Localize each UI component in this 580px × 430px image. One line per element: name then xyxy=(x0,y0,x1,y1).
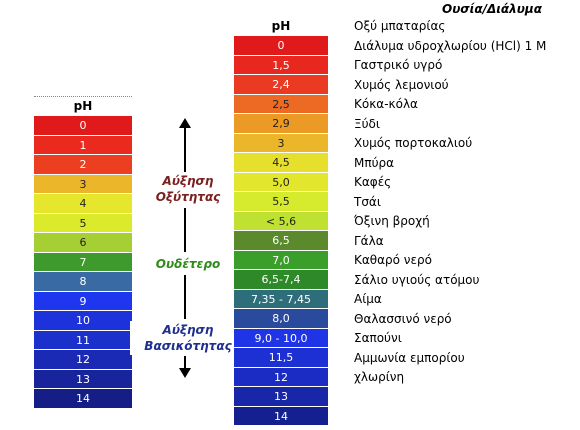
right-cell: 6,5-7,4 xyxy=(234,270,328,290)
right-cell: 6,5 xyxy=(234,231,328,251)
substance-item: Τσάι xyxy=(354,194,381,209)
substance-item: χλωρίνη xyxy=(354,370,405,384)
left-cell: 0 xyxy=(34,116,132,136)
left-cell: 3 xyxy=(34,174,132,194)
right-cell: < 5,6 xyxy=(234,211,328,231)
left-cell: 13 xyxy=(34,369,132,389)
substance-item: Καθαρό νερό xyxy=(354,253,432,267)
acidity-label: Αύξηση Οξύτητας xyxy=(140,172,236,206)
arrow-shaft-lower xyxy=(184,275,186,319)
left-cell: 10 xyxy=(34,311,132,331)
right-cell: 7,0 xyxy=(234,250,328,270)
substance-item: Διάλυμα υδροχλωρίου (HCl) 1 M xyxy=(354,38,547,53)
right-cell: 8,0 xyxy=(234,309,328,329)
right-cell: 12 xyxy=(234,367,328,387)
basicity-label: Αύξηση Βασικότητας xyxy=(130,321,246,355)
left-cell: 8 xyxy=(34,272,132,292)
substance-item: Μπύρα xyxy=(354,155,395,170)
substance-item: Καφές xyxy=(354,175,392,189)
right-ph-scale: pH 0 1,5 2,4 2,5 2,9 3 4,5 5,0 5,5 < 5,6 6,5 7,0 6,5… xyxy=(234,17,328,426)
right-cell: 11,5 xyxy=(234,348,328,368)
left-cell: 1 xyxy=(34,135,132,155)
right-cell: 2,9 xyxy=(234,114,328,134)
left-cell: 5 xyxy=(34,213,132,233)
neutral-label: Ουδέτερο xyxy=(148,255,228,273)
left-cell: 12 xyxy=(34,350,132,370)
right-scale-header: pH xyxy=(271,19,291,33)
right-cell: 5,5 xyxy=(234,192,328,212)
arrow-up-icon xyxy=(179,118,191,128)
left-cell: 11 xyxy=(34,330,132,350)
left-cell: 7 xyxy=(34,252,132,272)
substance-item: Σαπούνι xyxy=(354,331,402,345)
substance-item: Οξύ μπαταρίας xyxy=(354,19,446,33)
substance-item: Χυμός πορτοκαλιού xyxy=(354,136,473,150)
arrow-shaft-middle xyxy=(184,208,186,252)
substance-item: Γαστρικό υγρό xyxy=(354,58,443,72)
right-cell: 4,5 xyxy=(234,153,328,173)
left-cell: 2 xyxy=(34,155,132,175)
substance-item: Ξύδι xyxy=(354,116,380,131)
right-cell: 1,5 xyxy=(234,55,328,75)
left-scale-cells: 0 1 2 3 4 5 6 7 8 9 10 11 12 13 14 xyxy=(34,116,132,409)
left-scale-header: pH xyxy=(34,96,132,116)
substance-item: Αίμα xyxy=(354,292,382,306)
right-cell: 2,4 xyxy=(234,75,328,95)
right-cell: 0 xyxy=(234,36,328,56)
substance-item: Αμμωνία εμπορίου xyxy=(354,350,465,365)
left-cell: 14 xyxy=(34,389,132,409)
arrow-shaft-top xyxy=(184,126,186,174)
right-scale-cells: 0 1,5 2,4 2,5 2,9 3 4,5 5,0 5,5 < 5,6 6,5 7,0 6,5-7,… xyxy=(234,36,328,426)
left-ph-scale: pH 0 1 2 3 4 5 6 7 8 9 10 11 12 13 14 xyxy=(34,96,132,409)
substance-header: Ουσία/Διάλυμα xyxy=(442,2,542,16)
left-cell: 6 xyxy=(34,233,132,253)
right-cell: 5,0 xyxy=(234,172,328,192)
substance-item: Θαλασσινό νερό xyxy=(354,311,452,326)
substance-item: Γάλα xyxy=(354,233,384,248)
right-cell: 13 xyxy=(234,387,328,407)
right-cell: 7,35 - 7,45 xyxy=(234,289,328,309)
right-cell: 9,0 - 10,0 xyxy=(234,328,328,348)
right-cell: 2,5 xyxy=(234,94,328,114)
arrow-shaft-bottom xyxy=(184,356,186,370)
substance-item: Όξινη βροχή xyxy=(354,214,430,228)
arrow-down-icon xyxy=(179,368,191,378)
left-cell: 4 xyxy=(34,194,132,214)
left-cell: 9 xyxy=(34,291,132,311)
substance-item: Σάλιο υγιούς ατόμου xyxy=(354,272,480,287)
right-cell: 14 xyxy=(234,406,328,426)
substance-list: Ουσία/Διάλυμα Οξύ μπαταρίας Διάλυμα υδροχ… xyxy=(354,0,580,388)
substance-item: Κόκα-κόλα xyxy=(354,97,418,111)
substance-item: Χυμός λεμονιού xyxy=(354,77,449,92)
right-cell: 3 xyxy=(234,133,328,153)
